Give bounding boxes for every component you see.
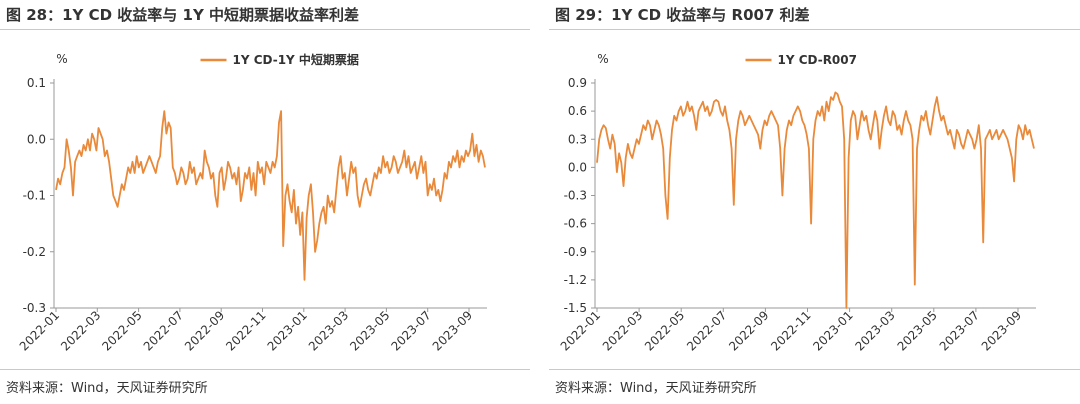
y-tick-label: -0.1 [23, 189, 46, 203]
y-axis-unit-label: % [56, 52, 67, 66]
figure-title: 图 28：1Y CD 收益率与 1Y 中短期票据收益率利差 [6, 6, 360, 24]
y-axis-unit-label: % [597, 52, 608, 66]
x-tick-label: 2023-03 [852, 308, 897, 353]
x-tick-label: 2022-05 [642, 308, 687, 353]
chart-panel-left: 图 28：1Y CD 收益率与 1Y 中短期票据收益率利差 % 0.1 0.0 -0.… [0, 0, 530, 404]
title-divider [549, 29, 1080, 30]
x-tick-label: 2022-01 [17, 308, 62, 353]
y-tick-label: 0.0 [27, 132, 46, 146]
source-note: 资料来源：Wind，天风证券研究所 [6, 381, 208, 396]
y-tick-label: -0.6 [564, 217, 587, 231]
x-tick-label: 2022-05 [99, 308, 144, 353]
x-tick-label: 2023-05 [347, 308, 392, 353]
y-tick-label: -1.2 [564, 273, 587, 287]
x-tick-label: 2023-09 [430, 308, 475, 353]
y-tick-label: 0.1 [27, 76, 46, 90]
x-tick-label: 2022-09 [726, 308, 771, 353]
legend-label: 1Y CD-R007 [778, 53, 857, 67]
y-tick-label: -0.3 [23, 301, 46, 315]
y-tick-label: -1.5 [564, 301, 587, 315]
series-line [55, 110, 486, 281]
x-tick-label: 2022-03 [600, 308, 645, 353]
title-divider [0, 29, 530, 30]
figure-title: 图 29：1Y CD 收益率与 R007 利差 [555, 6, 810, 24]
y-tick-label: 0.3 [568, 132, 587, 146]
x-tick-label: 2022-03 [58, 308, 103, 353]
footer-divider [549, 369, 1080, 370]
x-tick-label: 2022-11 [768, 308, 813, 353]
series-line [596, 91, 1035, 309]
y-tick-label: -0.3 [564, 189, 587, 203]
line-chart-cd-mtn-spread: % 0.1 0.0 -0.1 -0.2 -0.32022-012022-032022-05… [17, 52, 487, 354]
x-tick-label: 2023-09 [979, 308, 1024, 353]
y-tick-label: -0.2 [23, 245, 46, 259]
x-tick-label: 2022-07 [141, 308, 186, 353]
source-note: 资料来源：Wind，天风证券研究所 [555, 381, 757, 396]
x-tick-label: 2022-07 [684, 308, 729, 353]
x-tick-label: 2023-07 [937, 308, 982, 353]
legend-label: 1Y CD-1Y 中短期票据 [233, 52, 359, 67]
y-tick-label: 0.9 [568, 76, 587, 90]
y-tick-label: 0.6 [568, 104, 587, 118]
y-tick-label: -0.9 [564, 245, 587, 259]
x-tick-label: 2023-07 [388, 308, 433, 353]
chart-panel-right: 图 29：1Y CD 收益率与 R007 利差 % 0.9 0.6 0.3 0.0 -0.… [549, 0, 1080, 404]
x-tick-label: 2023-01 [810, 308, 855, 353]
y-tick-label: 0.0 [568, 160, 587, 174]
line-chart-cd-r007-spread: % 0.9 0.6 0.3 0.0 -0.3 -0.6 -0.9 -1.2 -1.52022-01… [558, 52, 1036, 354]
x-tick-label: 2022-01 [558, 308, 603, 353]
x-tick-label: 2023-03 [306, 308, 351, 353]
x-tick-label: 2023-01 [265, 308, 310, 353]
x-tick-label: 2022-09 [182, 308, 227, 353]
x-tick-label: 2023-05 [895, 308, 940, 353]
x-tick-label: 2022-11 [223, 308, 268, 353]
footer-divider [0, 369, 530, 370]
